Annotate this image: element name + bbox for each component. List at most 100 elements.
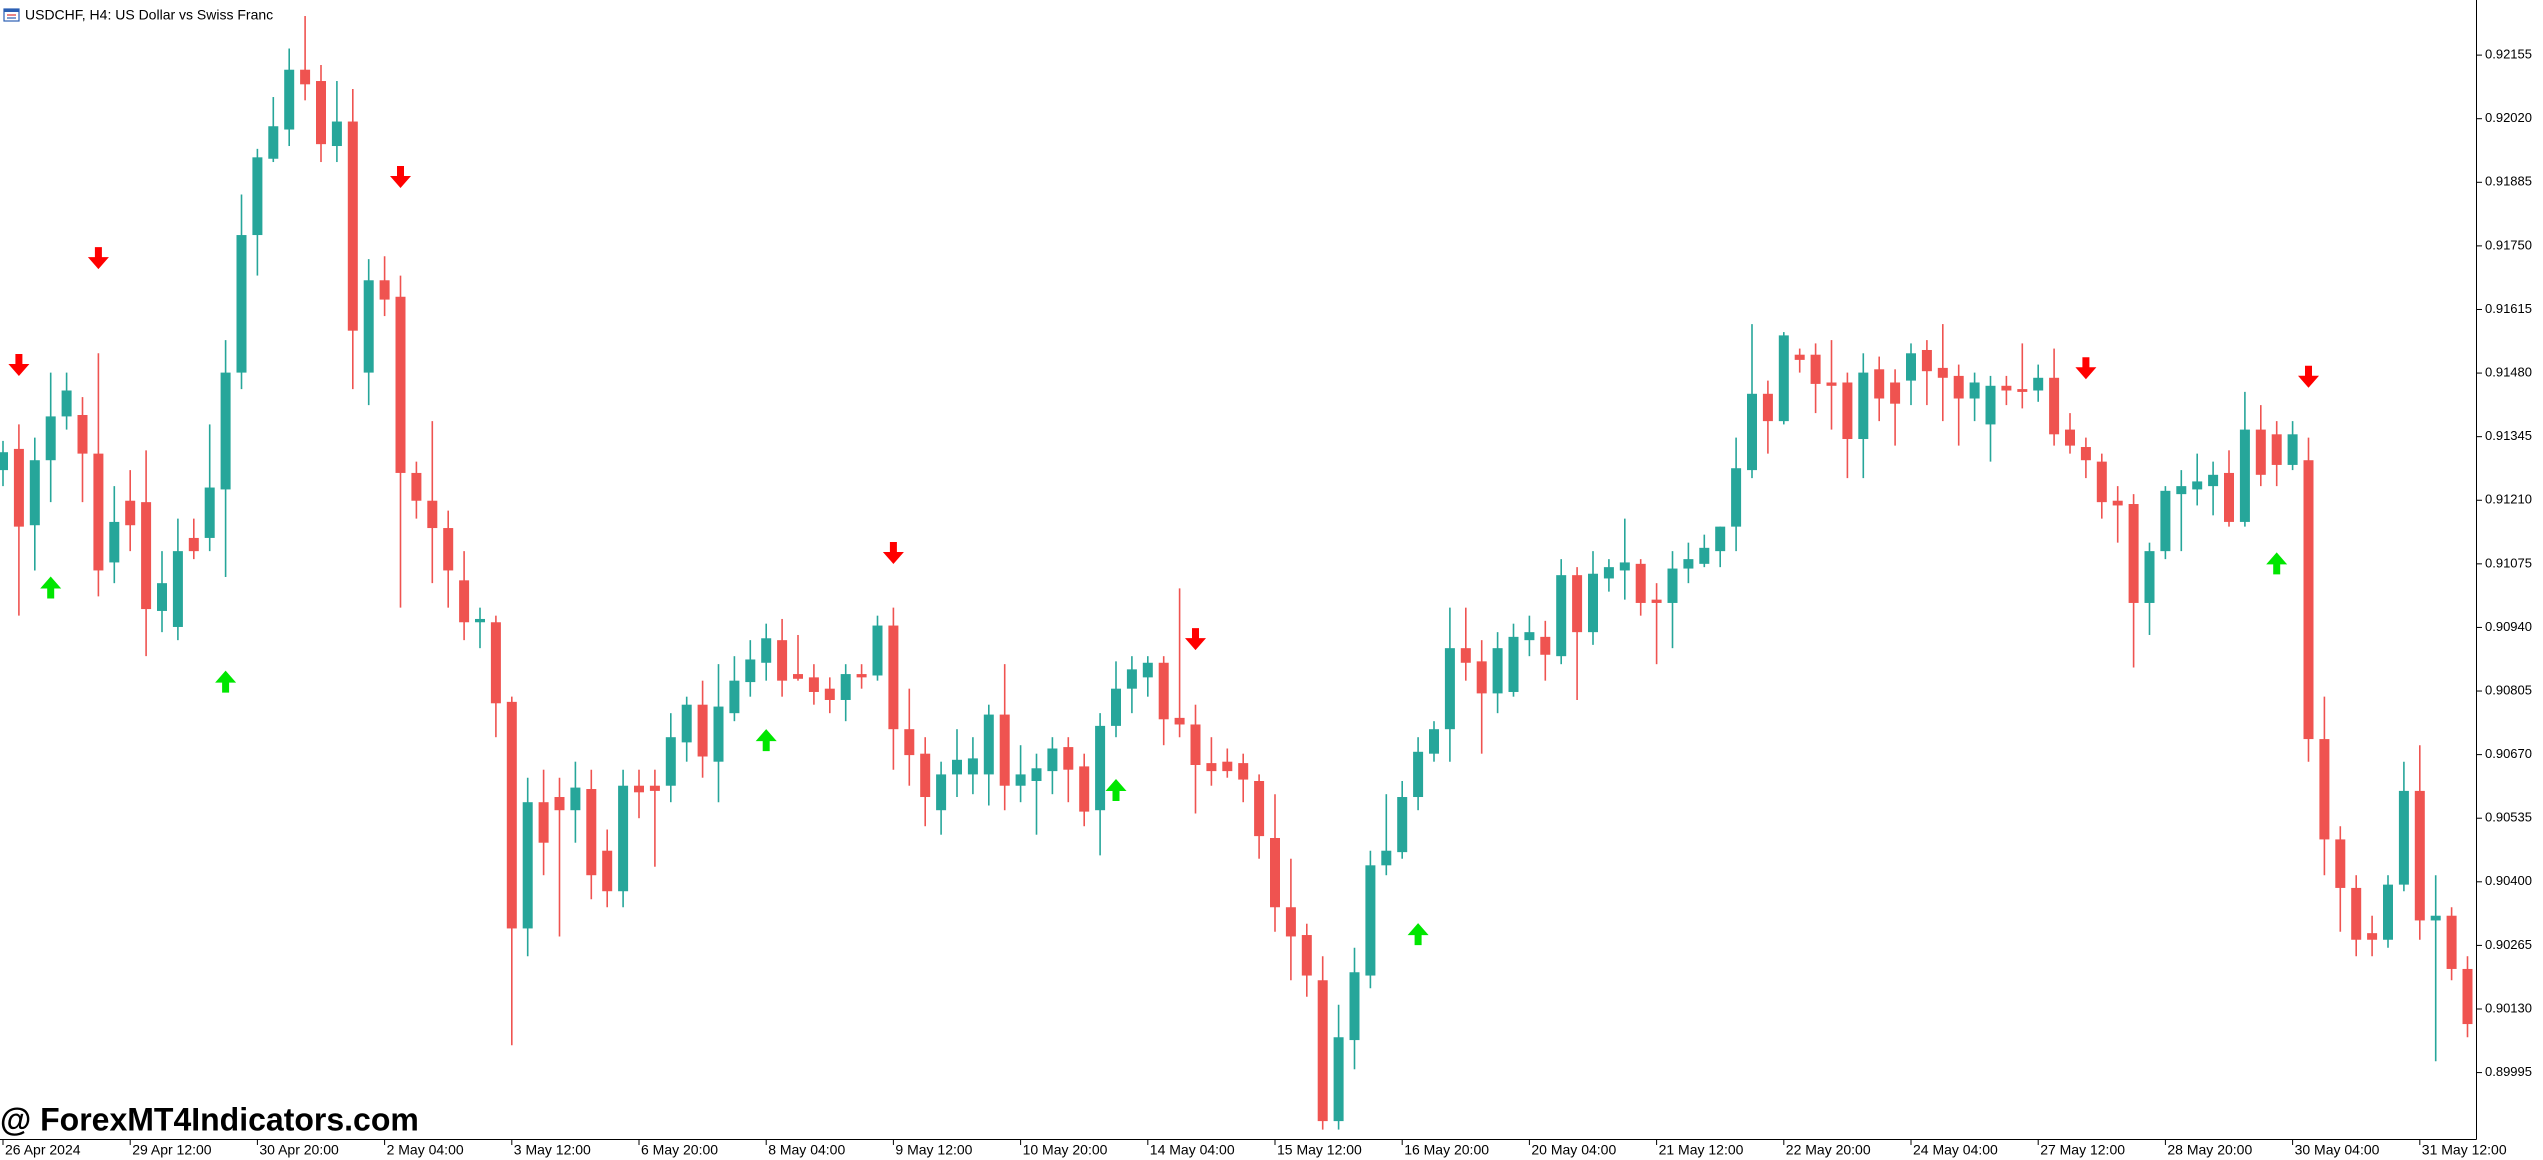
- watermark: @ ForexMT4Indicators.com: [0, 1101, 419, 1137]
- y-tick-label: 0.91480: [2485, 365, 2532, 380]
- x-tick-label: 15 May 12:00: [1277, 1142, 1362, 1158]
- candle-body: [538, 802, 549, 843]
- candle-body: [1985, 385, 1996, 425]
- candle-body: [2112, 500, 2123, 506]
- candle-body: [1937, 367, 1948, 378]
- x-tick-label: 8 May 04:00: [768, 1142, 845, 1158]
- candle-body: [2208, 474, 2219, 487]
- candle-body: [2144, 551, 2155, 603]
- candle-body: [1349, 972, 1360, 1041]
- candle-body: [2096, 461, 2107, 503]
- candle-body: [1524, 632, 1535, 641]
- candle-body: [1238, 763, 1249, 780]
- buy-arrow: [2266, 552, 2288, 575]
- candle-body: [1222, 761, 1233, 772]
- x-tick-label: 20 May 04:00: [1531, 1142, 1616, 1158]
- candle-body: [268, 126, 279, 159]
- buy-arrow: [755, 729, 777, 752]
- x-tick-label: 26 Apr 2024: [5, 1142, 81, 1158]
- candle-body: [2335, 839, 2346, 888]
- candle-body: [490, 622, 501, 704]
- candle-body: [2160, 490, 2171, 552]
- y-tick-label: 0.90940: [2485, 619, 2532, 634]
- candle-body: [649, 785, 660, 791]
- candle-body: [77, 414, 88, 454]
- x-tick-label: 6 May 20:00: [641, 1142, 718, 1158]
- candle-body: [1444, 648, 1455, 730]
- candle-body: [983, 714, 994, 775]
- y-tick-label: 0.92155: [2485, 47, 2532, 62]
- candle-body: [1556, 575, 1567, 657]
- candle-body: [1190, 724, 1201, 765]
- candle-body: [506, 701, 517, 929]
- buy-arrow: [40, 576, 62, 599]
- candle-body: [2224, 472, 2234, 522]
- candle-body: [808, 677, 819, 692]
- y-tick-label: 0.90400: [2485, 873, 2532, 888]
- candle-body: [840, 674, 851, 700]
- candle-body: [554, 797, 565, 811]
- candle-body: [125, 500, 136, 526]
- candle-body: [1603, 567, 1614, 579]
- candle-body: [316, 81, 326, 145]
- candle-body: [2271, 434, 2282, 465]
- y-tick-label: 0.89995: [2485, 1064, 2532, 1079]
- candle-body: [634, 785, 644, 793]
- sell-arrow: [2298, 365, 2319, 388]
- candle-body: [729, 680, 740, 714]
- candle-body: [2128, 504, 2139, 603]
- candle-body: [1413, 751, 1424, 798]
- x-tick-label: 30 Apr 20:00: [259, 1142, 339, 1158]
- y-tick-label: 0.90670: [2485, 746, 2532, 761]
- candle-body: [602, 850, 613, 892]
- candle-body: [1731, 468, 1742, 527]
- candle-body: [1699, 547, 1710, 564]
- x-tick-label: 31 May 12:00: [2422, 1142, 2507, 1158]
- candle-body: [2351, 887, 2362, 940]
- sell-arrow: [390, 166, 411, 189]
- candle-body: [172, 551, 183, 627]
- candle-body: [777, 640, 788, 681]
- candle-body: [1762, 393, 1773, 422]
- sell-arrow: [8, 354, 30, 377]
- candle-body: [1301, 935, 1312, 976]
- candle-body: [1206, 763, 1217, 772]
- y-tick-label: 0.91210: [2485, 492, 2532, 507]
- candle-body: [2430, 915, 2441, 921]
- candle-body: [2255, 429, 2266, 475]
- y-tick-label: 0.91885: [2485, 174, 2532, 189]
- candle-body: [2303, 460, 2314, 740]
- candle-body: [522, 802, 533, 929]
- x-tick-label: 16 May 20:00: [1404, 1142, 1489, 1158]
- candle-body: [2319, 739, 2330, 840]
- candle-body: [1429, 729, 1439, 754]
- candle-body: [713, 706, 724, 762]
- candle-body: [1365, 865, 1376, 976]
- candle-body: [761, 638, 772, 663]
- y-tick-label: 0.91750: [2485, 237, 2532, 252]
- candle-body: [379, 280, 390, 300]
- candle-body: [967, 758, 978, 775]
- candle-body: [1874, 369, 1885, 399]
- candle-body: [1969, 382, 1980, 399]
- candle-body: [1397, 797, 1408, 853]
- candle-body: [2065, 429, 2075, 446]
- candle-body: [618, 785, 629, 892]
- candle-body: [1588, 573, 1598, 633]
- candle-body: [1095, 725, 1106, 811]
- candle-body: [1476, 661, 1487, 694]
- x-tick-label: 9 May 12:00: [895, 1142, 972, 1158]
- candle-body: [1079, 766, 1090, 812]
- candle-body: [13, 448, 24, 527]
- candle-body: [475, 618, 485, 623]
- candle-body: [300, 69, 311, 85]
- candle-body: [2176, 486, 2187, 495]
- candle-body: [1858, 372, 1869, 440]
- candle-body: [2398, 790, 2409, 885]
- candle-body: [459, 580, 470, 623]
- x-tick-label: 2 May 04:00: [387, 1142, 464, 1158]
- candle-body: [1111, 688, 1121, 726]
- candle-body: [1651, 599, 1662, 603]
